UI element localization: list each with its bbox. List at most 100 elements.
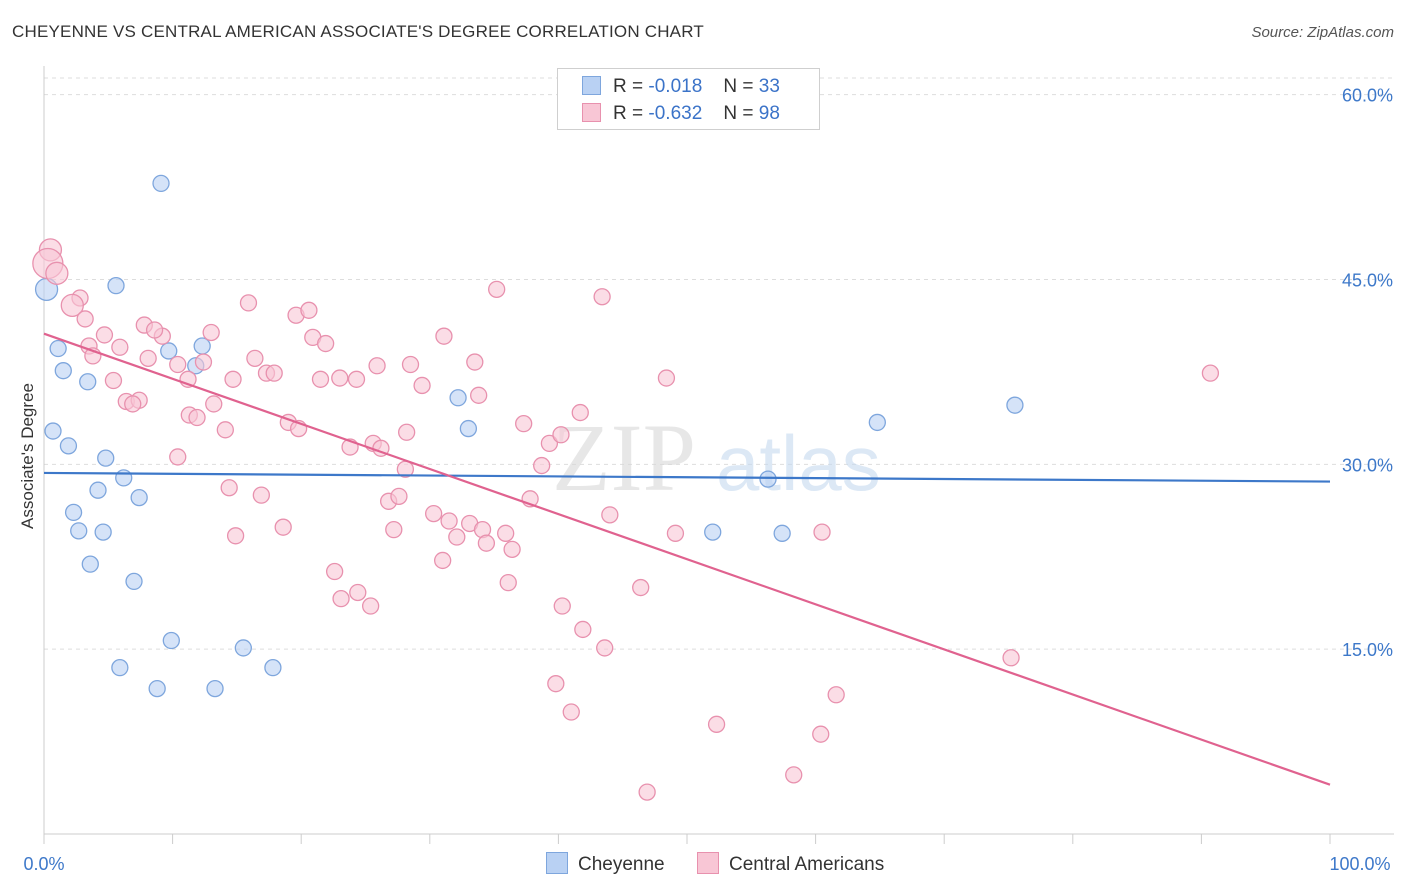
cheyenne-legend-swatch [546, 852, 568, 874]
central-americans-point [224, 370, 242, 388]
central-americans-point [76, 310, 94, 328]
cheyenne-legend-label: Cheyenne [578, 854, 665, 875]
central-americans-point [499, 573, 517, 592]
cheyenne-point [107, 276, 125, 295]
cheyenne-point [125, 572, 143, 591]
central-americans-point [205, 395, 223, 413]
r-label: R = [613, 103, 644, 124]
cheyenne-point [264, 658, 282, 677]
cheyenne-point [81, 555, 99, 573]
central-americans-point [593, 288, 611, 306]
cheyenne-point [70, 522, 88, 540]
central-americans-point [707, 715, 726, 733]
cheyenne-point [193, 337, 211, 355]
central-americans-point [448, 528, 466, 546]
central-americans-point [325, 562, 344, 581]
cheyenne-point [115, 469, 133, 487]
cheyenne-point [79, 373, 97, 391]
cheyenne-point [459, 419, 478, 438]
chart-source: Source: ZipAtlas.com [1251, 24, 1394, 41]
central-americans-point [401, 355, 420, 374]
central-americans-r-value: -0.632 [648, 103, 703, 124]
central-americans-point [1201, 364, 1220, 382]
central-americans-point [638, 783, 656, 801]
bottom-legend-central-americans: Central Americans [697, 852, 884, 876]
central-americans-point [666, 524, 685, 542]
n-label: N = [723, 76, 754, 97]
central-americans-point [368, 357, 386, 375]
central-americans-point [202, 323, 220, 342]
central-americans-point [413, 376, 431, 395]
central-americans-point [274, 518, 292, 536]
central-americans-point [488, 280, 506, 298]
central-americans-point [169, 355, 187, 374]
tick-labels: 15.0% 30.0% 45.0% 60.0% 0.0% 100.0% [23, 86, 1393, 874]
cheyenne-point [206, 679, 224, 698]
central-americans-point [332, 589, 350, 608]
x-tick-label-max: 100.0% [1329, 854, 1390, 874]
cheyenne-trend-line [43, 471, 1331, 483]
y-tick-label: 30.0% [1342, 455, 1393, 475]
chart-title: CHEYENNE VS CENTRAL AMERICAN ASSOCIATE'S… [12, 22, 704, 41]
central-americans-point [252, 486, 270, 504]
cheyenne-swatch [582, 76, 601, 95]
central-americans-point [194, 353, 213, 371]
central-americans-point [390, 487, 408, 506]
gridlines [44, 77, 1394, 650]
cheyenne-point [89, 481, 107, 499]
central-americans-point [169, 448, 187, 466]
cheyenne-point [868, 413, 886, 432]
central-americans-swatch [582, 103, 601, 122]
cheyenne-point [759, 470, 777, 488]
central-americans-point [216, 421, 234, 439]
watermark-atlas: atlas [716, 419, 881, 507]
cheyenne-point [234, 639, 252, 657]
central-americans-point [785, 766, 803, 784]
central-americans-point [385, 520, 403, 539]
watermark: ZIP atlas [552, 404, 881, 511]
y-tick-label: 45.0% [1342, 270, 1393, 290]
central-americans-point [601, 506, 619, 524]
central-americans-point [139, 349, 157, 367]
central-americans-point [239, 294, 258, 312]
central-americans-point [361, 597, 380, 615]
central-americans-point [425, 504, 443, 523]
cheyenne-point [54, 362, 72, 380]
central-americans-point [547, 675, 565, 693]
cheyenne-point [449, 389, 467, 407]
trend-lines [43, 332, 1331, 786]
central-americans-point [111, 338, 129, 356]
cheyenne-point [162, 631, 180, 650]
central-americans-point [300, 301, 318, 319]
central-americans-trend-line [43, 332, 1331, 786]
central-americans-n-value: 98 [758, 103, 780, 124]
central-americans-point [1002, 649, 1020, 667]
cheyenne-point [130, 488, 148, 507]
cheyenne-point [1006, 396, 1024, 414]
cheyenne-r-value: -0.018 [648, 76, 703, 97]
central-americans-point [145, 321, 164, 339]
y-tick-label: 15.0% [1342, 640, 1393, 660]
central-americans-point [515, 415, 533, 433]
central-americans-point [316, 334, 335, 353]
central-americans-point [311, 370, 330, 388]
cheyenne-point [773, 524, 791, 542]
central-americans-point [827, 686, 845, 704]
central-americans-point [331, 369, 349, 387]
central-americans-point [552, 426, 570, 444]
central-americans-point [398, 423, 416, 441]
cheyenne-n-value: 33 [758, 76, 780, 97]
cheyenne-point [44, 422, 62, 440]
central-americans-point [434, 551, 452, 570]
central-americans-point [188, 408, 206, 427]
central-americans-point [440, 512, 458, 530]
central-americans-point [533, 456, 551, 475]
central-americans-point [812, 725, 830, 743]
cheyenne-point [49, 339, 67, 358]
central-americans-point [466, 353, 484, 371]
x-tick-label-min: 0.0% [23, 854, 64, 874]
central-americans-point [246, 349, 264, 367]
axes [43, 66, 1394, 844]
central-americans-points [32, 238, 1220, 801]
cheyenne-point [97, 449, 115, 467]
